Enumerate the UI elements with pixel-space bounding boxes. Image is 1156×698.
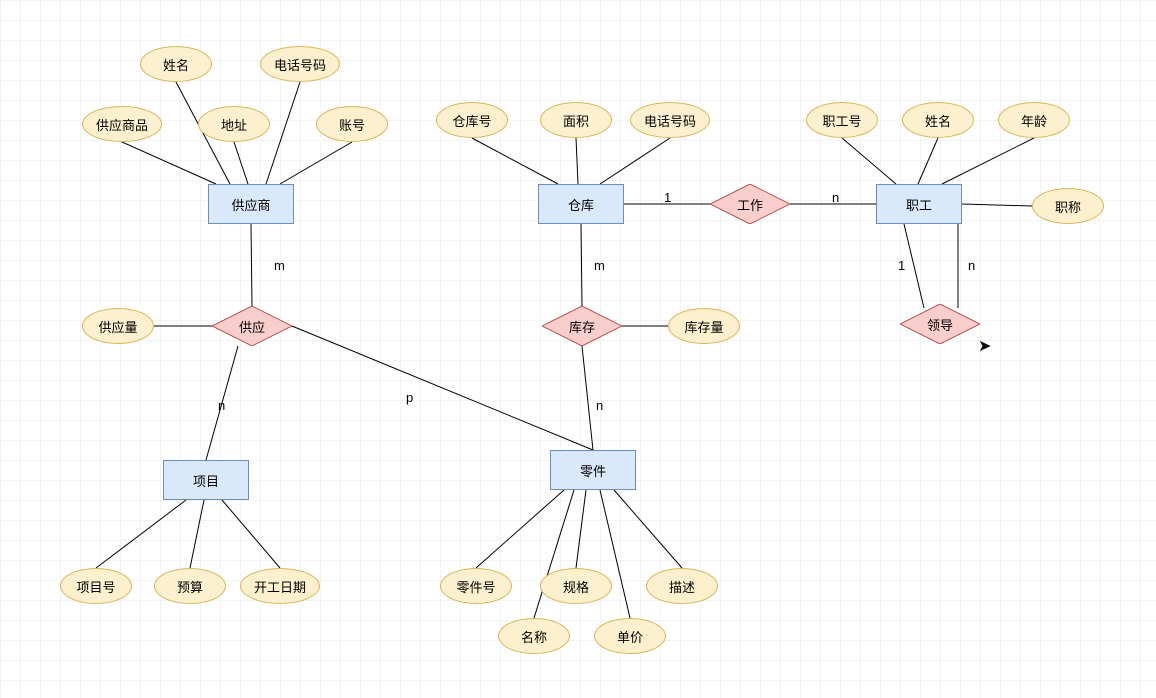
- attr-label: 年龄: [1021, 111, 1047, 130]
- rel-supply[interactable]: 供应: [212, 306, 292, 346]
- card-warehouse-work: 1: [664, 190, 671, 205]
- card-employee-lead-n: n: [968, 258, 975, 273]
- attr-label: 预算: [177, 577, 203, 596]
- rel-stock[interactable]: 库存: [542, 306, 622, 346]
- attr-label: 规格: [563, 577, 589, 596]
- entity-label: 零件: [580, 461, 606, 480]
- attr-part-spec[interactable]: 规格: [540, 568, 612, 604]
- attr-label: 供应量: [98, 317, 137, 336]
- entity-label: 项目: [193, 471, 219, 490]
- attr-supplier-goods[interactable]: 供应商品: [82, 106, 162, 142]
- attr-label: 库存量: [684, 317, 723, 336]
- attr-project-start[interactable]: 开工日期: [240, 568, 320, 604]
- attr-supplier-acct[interactable]: 账号: [316, 106, 388, 142]
- entity-label: 仓库: [568, 195, 594, 214]
- rel-label: 供应: [239, 317, 265, 336]
- attr-label: 描述: [669, 577, 695, 596]
- card-employee-lead-1: 1: [898, 258, 905, 273]
- entity-employee[interactable]: 职工: [876, 184, 962, 224]
- attr-part-name[interactable]: 名称: [498, 618, 570, 654]
- entity-project[interactable]: 项目: [163, 460, 249, 500]
- card-work-employee: n: [832, 190, 839, 205]
- attr-label: 仓库号: [452, 111, 491, 130]
- attr-supplier-addr[interactable]: 地址: [198, 106, 270, 142]
- cursor-icon: ➤: [978, 336, 991, 356]
- attr-label: 单价: [617, 627, 643, 646]
- entity-label: 职工: [906, 195, 932, 214]
- attr-project-budget[interactable]: 预算: [154, 568, 226, 604]
- card-supply-project: n: [218, 398, 225, 413]
- attr-warehouse-phone[interactable]: 电话号码: [630, 102, 710, 138]
- card-supply-part: p: [406, 390, 413, 405]
- attr-label: 面积: [563, 111, 589, 130]
- card-stock-part: n: [596, 398, 603, 413]
- attr-supply-qty[interactable]: 供应量: [82, 308, 154, 344]
- attr-part-desc[interactable]: 描述: [646, 568, 718, 604]
- rel-label: 领导: [927, 315, 953, 334]
- attr-warehouse-wno[interactable]: 仓库号: [436, 102, 508, 138]
- attr-employee-title[interactable]: 职称: [1032, 188, 1104, 224]
- entity-label: 供应商: [231, 195, 270, 214]
- entity-warehouse[interactable]: 仓库: [538, 184, 624, 224]
- attr-label: 姓名: [163, 55, 189, 74]
- attr-label: 项目号: [76, 577, 115, 596]
- attr-label: 开工日期: [254, 577, 306, 596]
- rel-work[interactable]: 工作: [710, 184, 790, 224]
- attr-warehouse-area[interactable]: 面积: [540, 102, 612, 138]
- attr-part-price[interactable]: 单价: [594, 618, 666, 654]
- attr-employee-eno[interactable]: 职工号: [806, 102, 878, 138]
- attr-label: 电话号码: [644, 111, 696, 130]
- attr-project-pno[interactable]: 项目号: [60, 568, 132, 604]
- attr-employee-age[interactable]: 年龄: [998, 102, 1070, 138]
- rel-label: 工作: [737, 195, 763, 214]
- attr-label: 姓名: [925, 111, 951, 130]
- attr-label: 电话号码: [274, 55, 326, 74]
- attr-supplier-name[interactable]: 姓名: [140, 46, 212, 82]
- attr-label: 供应商品: [96, 115, 148, 134]
- rel-lead[interactable]: 领导: [900, 304, 980, 344]
- attr-supplier-phone[interactable]: 电话号码: [260, 46, 340, 82]
- card-warehouse-stock: m: [594, 258, 605, 273]
- attr-stock-qty[interactable]: 库存量: [668, 308, 740, 344]
- entity-supplier[interactable]: 供应商: [208, 184, 294, 224]
- attr-label: 地址: [221, 115, 247, 134]
- attr-employee-name[interactable]: 姓名: [902, 102, 974, 138]
- rel-label: 库存: [569, 317, 595, 336]
- attr-label: 职称: [1055, 197, 1081, 216]
- attr-label: 零件号: [456, 577, 495, 596]
- attr-label: 职工号: [822, 111, 861, 130]
- attr-label: 账号: [339, 115, 365, 134]
- attr-label: 名称: [521, 627, 547, 646]
- card-supplier-supply: m: [274, 258, 285, 273]
- attr-part-partno[interactable]: 零件号: [440, 568, 512, 604]
- entity-part[interactable]: 零件: [550, 450, 636, 490]
